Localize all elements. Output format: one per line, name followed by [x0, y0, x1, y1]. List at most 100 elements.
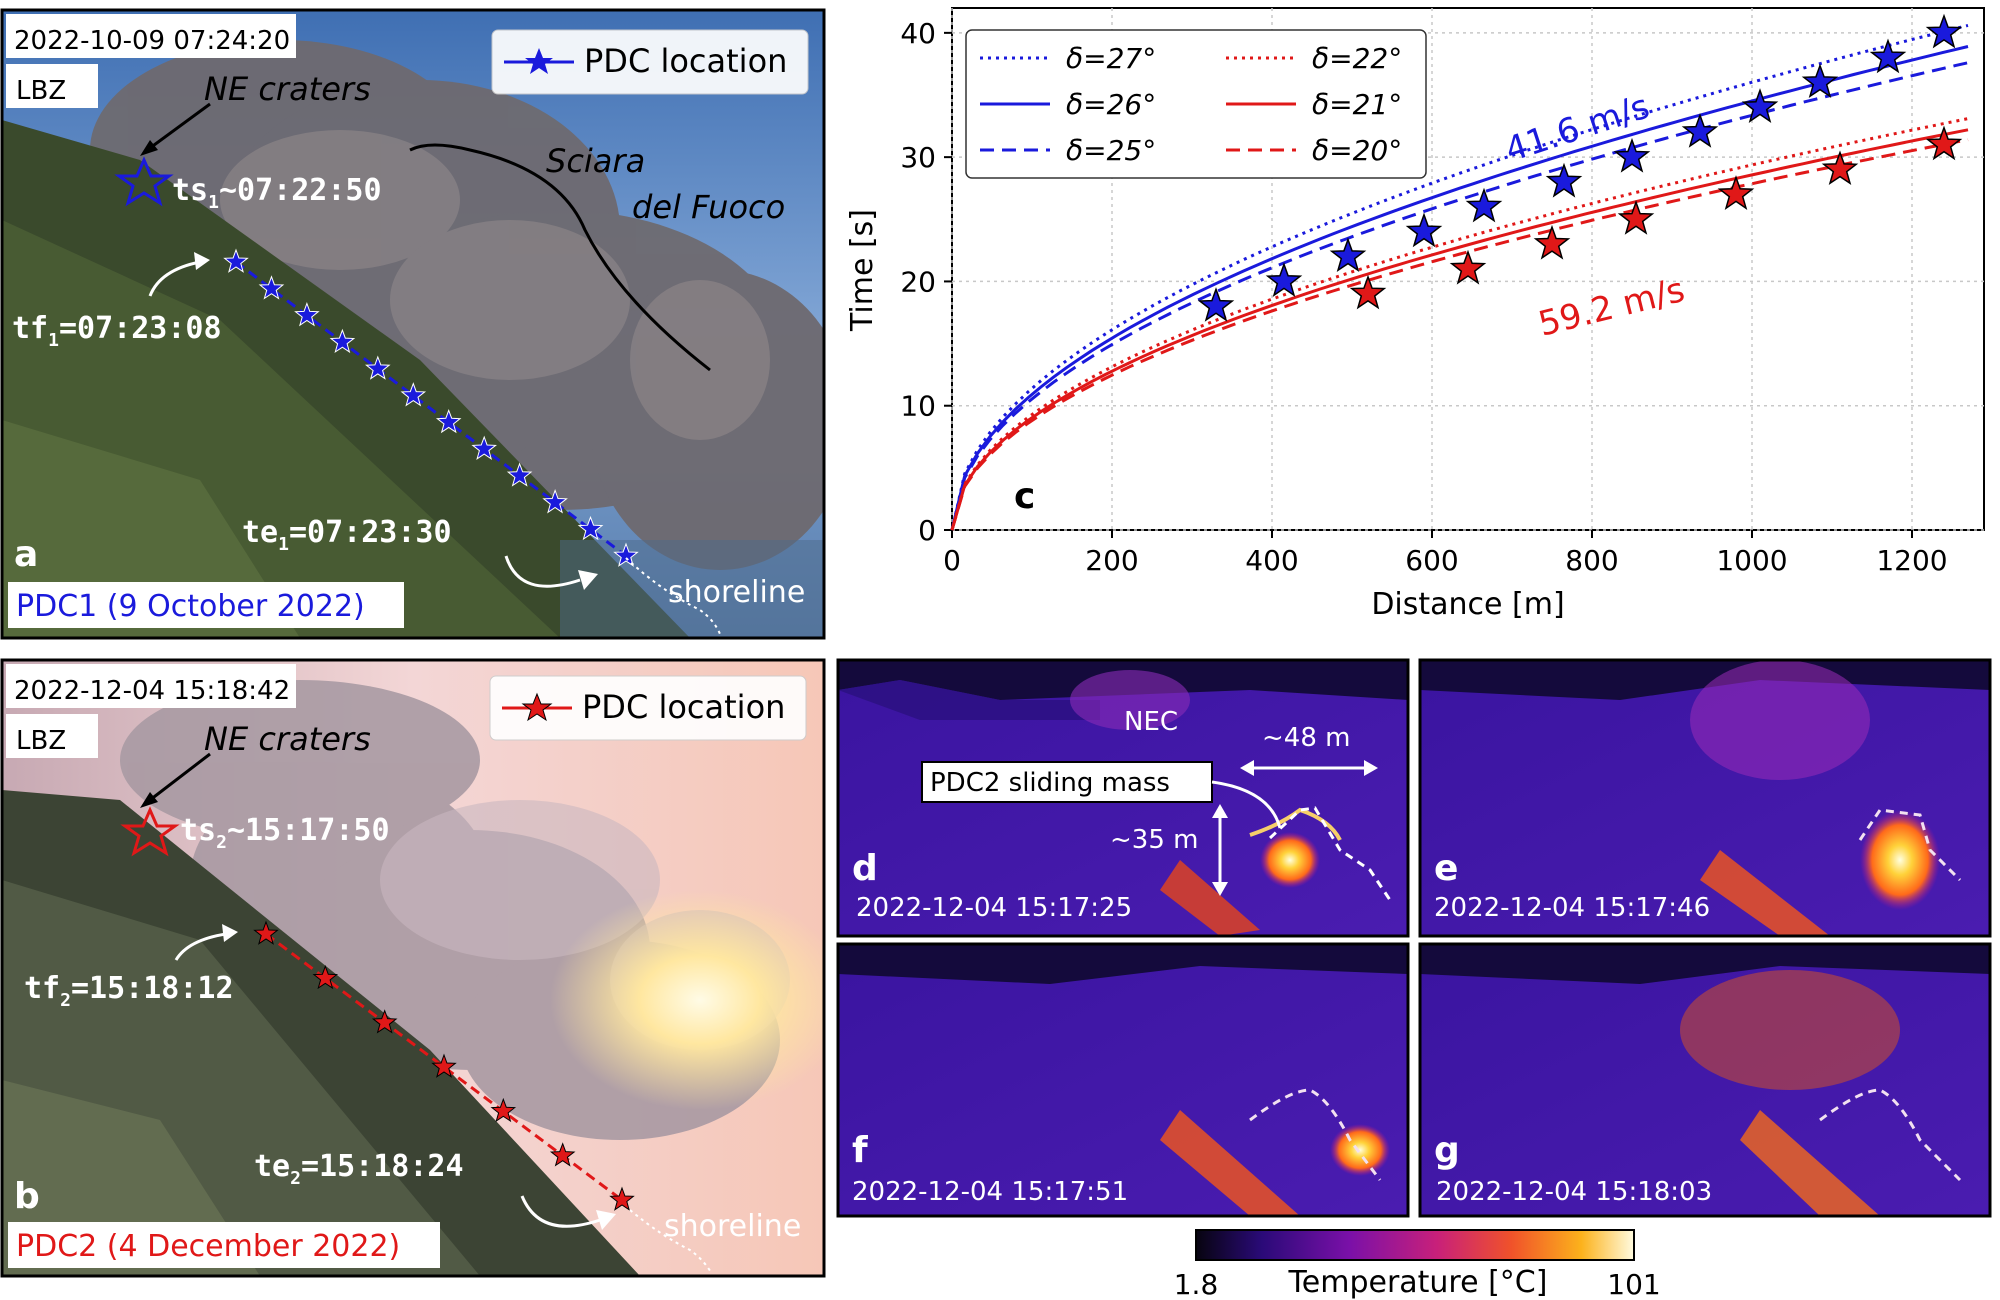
chart-legend: δ=27° δ=26° δ=25° δ=22° δ=21° δ=20° — [965, 29, 1427, 179]
source-star-red-icon — [120, 806, 180, 857]
thermal-frame-f: f 2022-12-04 15:17:51 — [836, 942, 1410, 1218]
panel-b-te: te2=15:18:24 — [254, 1149, 464, 1189]
panel-b-shoreline: shoreline — [664, 1209, 801, 1244]
panel-a: 2022-10-09 07:24:20 LBZ PDC location NE … — [0, 8, 826, 640]
y-tick-label: 0 — [918, 514, 936, 547]
trackA-star-10 — [577, 515, 604, 541]
panel-b-camera: LBZ — [16, 726, 66, 756]
height-arrow-down-icon — [1212, 882, 1228, 896]
trackA-star-0 — [223, 248, 249, 273]
legend-star-red-icon — [521, 692, 553, 722]
nec-label: NEC — [1124, 707, 1178, 737]
panel-a-caption: PDC1 (9 October 2022) — [16, 589, 365, 624]
series-line-5 — [950, 138, 1969, 531]
panel-b-ts: ts2~15:17:50 — [180, 813, 390, 853]
data-point-red-3 — [1617, 200, 1655, 235]
height-label: ~35 m — [1110, 825, 1198, 855]
chart-points — [1197, 13, 1963, 322]
trackA-star-11 — [613, 542, 639, 567]
chart-ylabel: Time [s] — [845, 209, 880, 332]
data-point-blue-0 — [1197, 287, 1235, 322]
y-tick-label: 40 — [900, 17, 936, 50]
frame-f-timestamp: 2022-12-04 15:17:51 — [852, 1177, 1128, 1207]
panel-a-crater-label: NE craters — [204, 70, 371, 108]
sciara-line2: del Fuoco — [632, 188, 785, 226]
tf-arrow-icon — [194, 252, 210, 270]
width-arrow-right-icon — [1364, 760, 1378, 776]
frame-d-timestamp: 2022-12-04 15:17:25 — [856, 893, 1132, 923]
data-point-blue-9 — [1801, 63, 1839, 99]
legend-entry-5: δ=20° — [1312, 134, 1402, 167]
colorbar-max: 101 — [1607, 1268, 1660, 1300]
thermal-frame-d: NEC PDC2 sliding mass ~48 m ~35 m d 2022… — [836, 658, 1410, 938]
trackB-star-5 — [549, 1142, 576, 1167]
trackA-star-8 — [506, 462, 533, 487]
sciara-line1: Sciara — [546, 142, 645, 180]
frame-g-timestamp: 2022-12-04 15:18:03 — [1436, 1177, 1712, 1207]
y-tick-label: 30 — [900, 141, 936, 174]
panel-b: 2022-12-04 15:18:42 LBZ PDC location NE … — [0, 658, 826, 1278]
legend-entry-4: δ=21° — [1312, 88, 1402, 121]
panel-a-legend-label: PDC location — [584, 42, 787, 80]
x-tick-label: 600 — [1405, 544, 1458, 577]
panel-b-legend-label: PDC location — [582, 688, 785, 726]
trackB-star-2 — [371, 1009, 398, 1034]
panel-b-caption: PDC2 (4 December 2022) — [16, 1229, 400, 1264]
data-point-blue-11 — [1925, 13, 1963, 49]
trackA-star-3 — [329, 328, 356, 354]
colorbar-label: Temperature [°C] — [1288, 1265, 1548, 1300]
pdc1-track — [223, 248, 639, 567]
x-tick-label: 200 — [1085, 544, 1138, 577]
frame-e-timestamp: 2022-12-04 15:17:46 — [1434, 893, 1710, 923]
x-tick-label: 400 — [1245, 544, 1298, 577]
data-point-blue-8 — [1741, 88, 1779, 123]
sciara-bracket — [409, 143, 711, 372]
trackA-star-9 — [542, 489, 568, 514]
x-tick-label: 0 — [943, 544, 961, 577]
x-tick-label: 1200 — [1876, 544, 1947, 577]
chart-panel-letter: c — [1014, 476, 1035, 517]
chart-series — [950, 23, 1969, 531]
trackA-star-5 — [400, 382, 427, 407]
panel-a-legend: PDC location — [491, 29, 809, 95]
frame-d-letter: d — [852, 848, 878, 889]
data-point-red-1 — [1449, 249, 1487, 285]
frame-f-letter: f — [852, 1130, 868, 1171]
te-arrow-b-icon — [596, 1210, 616, 1230]
x-tick-label: 1000 — [1716, 544, 1787, 577]
source-star-blue-icon — [114, 156, 174, 207]
panel-a-letter: a — [14, 534, 38, 575]
panel-a-camera: LBZ — [16, 76, 66, 106]
x-tick-label: 800 — [1565, 544, 1618, 577]
series-line-3 — [950, 117, 1969, 531]
data-point-blue-4 — [1465, 187, 1503, 223]
series-line-4 — [950, 128, 1969, 531]
legend-entry-3: δ=22° — [1312, 42, 1402, 75]
legend-entry-1: δ=26° — [1066, 88, 1156, 121]
thermal-frame-g: g 2022-12-04 15:18:03 — [1418, 942, 1992, 1218]
crater-arrow-b-icon — [140, 792, 158, 808]
legend-entry-2: δ=25° — [1066, 134, 1156, 167]
data-point-blue-7 — [1681, 113, 1719, 148]
panel-c-chart: 0 200 400 600 800 1000 1200 0 10 20 30 40 Distance … — [845, 7, 1985, 622]
panel-a-shoreline-line — [625, 557, 721, 635]
trackB-star-6 — [609, 1186, 635, 1211]
panel-b-legend: PDC location — [489, 675, 807, 741]
height-arrow-up-icon — [1212, 804, 1228, 818]
panel-b-crater-label: NE craters — [204, 720, 371, 758]
pdc2-track — [253, 920, 635, 1211]
panel-a-ts: ts1~07:22:50 — [172, 173, 382, 213]
trackB-star-3 — [431, 1053, 457, 1078]
trackB-star-1 — [312, 964, 339, 990]
panel-a-shoreline: shoreline — [668, 575, 805, 610]
series-line-1 — [950, 45, 1969, 531]
data-point-red-6 — [1925, 125, 1963, 161]
data-point-blue-1 — [1265, 262, 1303, 297]
trackA-star-2 — [294, 302, 320, 327]
data-point-blue-6 — [1613, 137, 1651, 173]
panel-b-letter: b — [14, 1176, 40, 1217]
panel-a-timestamp: 2022-10-09 07:24:20 — [14, 26, 290, 56]
te-arrow-icon — [578, 570, 598, 590]
series-line-0 — [950, 23, 1969, 531]
